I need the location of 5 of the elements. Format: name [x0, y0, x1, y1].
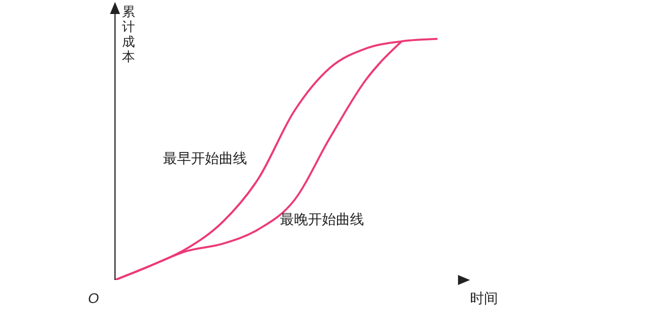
series-label: 最晚开始曲线: [280, 211, 364, 229]
x-axis-title: 时间: [470, 290, 498, 308]
text: O: [88, 290, 99, 306]
series-label: 最早开始曲线: [163, 150, 247, 168]
y-axis-title: 累计成本: [122, 4, 136, 64]
